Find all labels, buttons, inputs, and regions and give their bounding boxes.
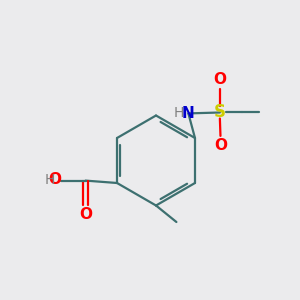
Text: O: O	[213, 72, 226, 87]
Text: N: N	[182, 106, 195, 121]
Text: O: O	[48, 172, 61, 188]
Text: H: H	[44, 173, 55, 187]
Text: O: O	[79, 207, 92, 222]
Text: O: O	[214, 138, 227, 153]
Text: H: H	[174, 106, 184, 120]
Text: S: S	[214, 103, 226, 122]
